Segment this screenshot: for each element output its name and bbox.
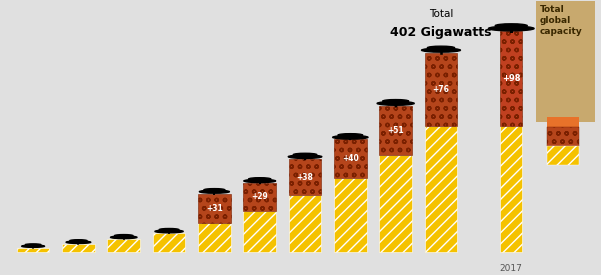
Ellipse shape (244, 179, 276, 183)
Ellipse shape (111, 236, 137, 239)
Ellipse shape (200, 190, 230, 193)
Bar (17, 248, 49, 252)
Ellipse shape (377, 101, 414, 105)
Ellipse shape (25, 244, 41, 246)
Text: +51: +51 (388, 126, 404, 135)
Text: Total
global
capacity: Total global capacity (540, 5, 582, 37)
Ellipse shape (204, 189, 225, 191)
Bar (500, 126, 522, 252)
Ellipse shape (333, 136, 368, 139)
Bar (62, 244, 95, 252)
Ellipse shape (155, 230, 183, 233)
Ellipse shape (70, 240, 87, 242)
Text: +40: +40 (342, 154, 359, 163)
Ellipse shape (115, 235, 133, 237)
Ellipse shape (383, 100, 409, 103)
Bar (379, 106, 412, 155)
Ellipse shape (489, 26, 534, 31)
Text: 402 Gigawatts: 402 Gigawatts (390, 26, 492, 40)
Text: +29: +29 (251, 192, 268, 201)
FancyBboxPatch shape (536, 1, 595, 122)
Ellipse shape (159, 229, 179, 231)
Ellipse shape (338, 134, 362, 137)
Ellipse shape (22, 245, 44, 248)
Ellipse shape (66, 241, 91, 243)
Bar (547, 146, 579, 165)
Bar (288, 159, 322, 196)
Bar (500, 31, 522, 126)
Bar (198, 194, 231, 224)
Ellipse shape (293, 153, 317, 156)
Bar (379, 155, 412, 252)
Ellipse shape (288, 155, 322, 158)
Ellipse shape (427, 46, 454, 50)
Text: Total: Total (429, 9, 453, 19)
Text: +76: +76 (433, 85, 450, 94)
Bar (547, 117, 579, 127)
Ellipse shape (495, 24, 527, 28)
Bar (153, 233, 185, 252)
Bar (425, 53, 457, 126)
Bar (243, 211, 276, 252)
Text: +38: +38 (297, 173, 314, 182)
Bar (547, 127, 579, 146)
Bar (334, 178, 367, 252)
Bar (198, 224, 231, 252)
Bar (108, 239, 140, 252)
Text: +31: +31 (206, 204, 223, 213)
Ellipse shape (249, 178, 271, 180)
Text: +98: +98 (502, 74, 520, 83)
Ellipse shape (421, 48, 460, 52)
Text: 2017: 2017 (500, 264, 523, 273)
Bar (425, 126, 457, 252)
Bar (334, 139, 367, 178)
Bar (288, 196, 322, 252)
Bar (243, 183, 276, 211)
